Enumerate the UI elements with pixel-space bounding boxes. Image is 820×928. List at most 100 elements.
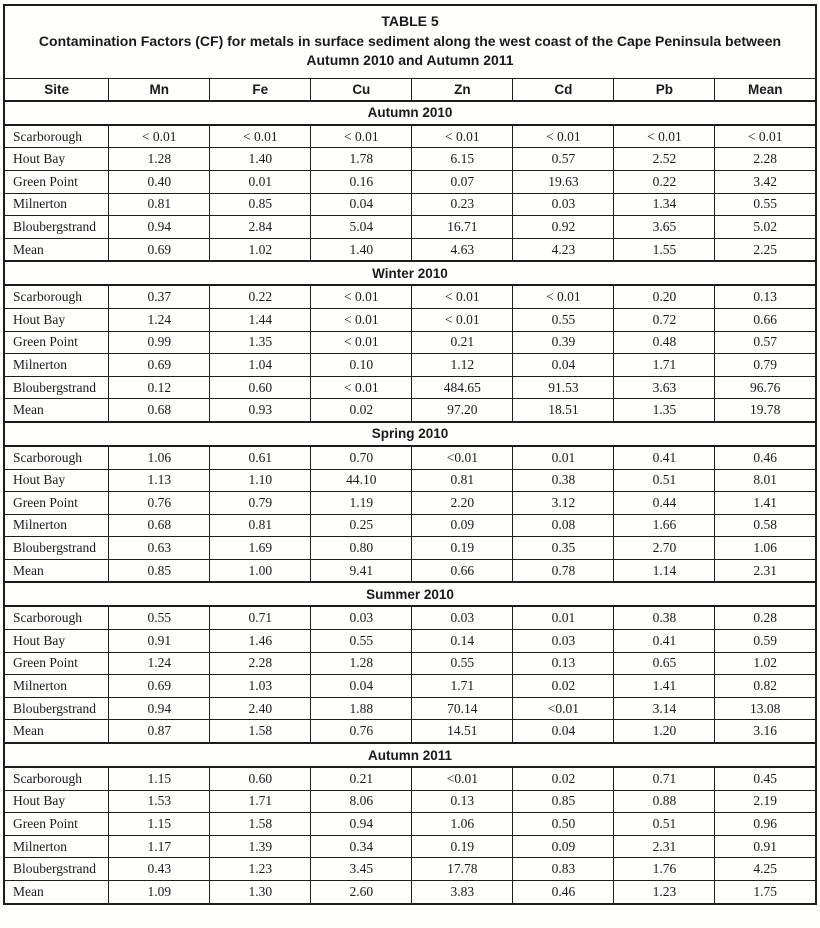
value-cell: 1.30 [209, 879, 312, 905]
value-cell: 1.28 [310, 651, 413, 676]
value-cell: 0.99 [108, 330, 211, 355]
value-cell: 0.50 [512, 812, 615, 836]
value-cell: 0.93 [209, 398, 312, 423]
value-cell: <0.01 [512, 696, 615, 721]
value-cell: 0.41 [613, 445, 716, 470]
site-cell: Hout Bay [3, 789, 110, 814]
column-header-mean: Mean [714, 77, 817, 102]
value-cell: 16.71 [411, 215, 514, 239]
value-cell: 0.55 [714, 192, 817, 217]
value-cell: 0.12 [108, 375, 211, 400]
value-cell: 1.28 [108, 147, 211, 171]
value-cell: 0.22 [209, 284, 312, 309]
value-cell: 18.51 [512, 398, 615, 423]
value-cell: 1.13 [108, 468, 211, 493]
value-cell: 0.35 [512, 536, 615, 560]
value-cell: 4.63 [411, 237, 514, 262]
table-row: Bloubergstrand 0.94 2.40 1.88 70.14 <0.01 3.14… [3, 696, 817, 721]
value-cell: 1.06 [108, 445, 211, 470]
value-cell: 0.60 [209, 375, 312, 400]
value-cell: 0.59 [714, 629, 817, 653]
value-cell: 0.03 [310, 605, 413, 631]
site-cell: Hout Bay [3, 147, 110, 171]
value-cell: 0.45 [714, 766, 817, 791]
value-cell: 8.06 [310, 789, 413, 814]
value-cell: 4.25 [714, 857, 817, 881]
value-cell: 1.02 [714, 651, 817, 676]
value-cell: 2.25 [714, 237, 817, 262]
value-cell: 0.71 [613, 766, 716, 791]
value-cell: 0.19 [411, 536, 514, 560]
value-cell: <0.01 [411, 445, 514, 470]
table-row: Scarborough 0.55 0.71 0.03 0.03 0.01 0.38 0.28 [3, 605, 817, 631]
value-cell: 0.81 [209, 513, 312, 538]
value-cell: 0.63 [108, 536, 211, 560]
value-cell: 0.81 [108, 192, 211, 217]
value-cell: 0.71 [209, 605, 312, 631]
site-cell: Milnerton [3, 192, 110, 217]
value-cell: 3.63 [613, 375, 716, 400]
season-band-row: Autumn 2010 [4, 99, 816, 126]
value-cell: 0.58 [714, 513, 817, 538]
value-cell: 0.38 [613, 605, 716, 631]
value-cell: 1.76 [613, 857, 716, 881]
value-cell: 3.12 [512, 491, 615, 515]
value-cell: 0.57 [714, 330, 817, 355]
site-cell: Bloubergstrand [3, 696, 110, 721]
value-cell: 19.78 [714, 398, 817, 423]
table-row: Scarborough < 0.01 < 0.01 < 0.01 < 0.01 < 0.0… [3, 124, 817, 149]
value-cell: 0.60 [209, 766, 312, 791]
value-cell: 2.31 [613, 834, 716, 859]
table-body: Autumn 2010 Scarborough < 0.01 < 0.01 < 0.01… [3, 99, 817, 905]
site-cell: Hout Bay [3, 629, 110, 653]
value-cell: 3.42 [714, 169, 817, 194]
value-cell: 2.19 [714, 789, 817, 814]
value-cell: 1.58 [209, 812, 312, 836]
value-cell: 1.24 [108, 307, 211, 332]
value-cell: 3.16 [714, 719, 817, 744]
table-row: Green Point 1.15 1.58 0.94 1.06 0.50 0.51 0.96 [3, 812, 817, 836]
table-row: Mean 1.09 1.30 2.60 3.83 0.46 1.23 1.75 [3, 879, 817, 905]
value-cell: 0.69 [108, 674, 211, 698]
value-cell: 1.10 [209, 468, 312, 493]
value-cell: 0.28 [714, 605, 817, 631]
season-band-row: Winter 2010 [4, 260, 816, 287]
site-cell: Mean [3, 237, 110, 262]
site-cell: Milnerton [3, 513, 110, 538]
value-cell: 3.14 [613, 696, 716, 721]
site-cell: Scarborough [3, 124, 110, 149]
site-cell: Scarborough [3, 445, 110, 470]
value-cell: 1.71 [411, 674, 514, 698]
table-row: Milnerton 0.81 0.85 0.04 0.23 0.03 1.34 0.55 [3, 192, 817, 217]
value-cell: 0.38 [512, 468, 615, 493]
value-cell: 1.09 [108, 879, 211, 905]
value-cell: 1.24 [108, 651, 211, 676]
value-cell: 0.21 [310, 766, 413, 791]
table-row: Green Point 0.40 0.01 0.16 0.07 19.63 0.22 3.42 [3, 169, 817, 194]
value-cell: 1.55 [613, 237, 716, 262]
site-cell: Bloubergstrand [3, 536, 110, 560]
value-cell: 0.03 [512, 629, 615, 653]
site-cell: Scarborough [3, 284, 110, 309]
value-cell: 1.71 [613, 353, 716, 377]
value-cell: 0.91 [714, 834, 817, 859]
value-cell: 1.53 [108, 789, 211, 814]
value-cell: 0.20 [613, 284, 716, 309]
value-cell: 96.76 [714, 375, 817, 400]
value-cell: 1.00 [209, 558, 312, 583]
value-cell: 1.40 [310, 237, 413, 262]
value-cell: 1.17 [108, 834, 211, 859]
table-row: Milnerton 0.69 1.04 0.10 1.12 0.04 1.71 0.79 [3, 353, 817, 377]
value-cell: 2.60 [310, 879, 413, 905]
value-cell: 1.23 [613, 879, 716, 905]
value-cell: 0.55 [310, 629, 413, 653]
value-cell: 0.79 [714, 353, 817, 377]
value-cell: 2.40 [209, 696, 312, 721]
value-cell: 0.44 [613, 491, 716, 515]
value-cell: 0.22 [613, 169, 716, 194]
site-cell: Green Point [3, 169, 110, 194]
table-row: Hout Bay 0.91 1.46 0.55 0.14 0.03 0.41 0.59 [3, 629, 817, 653]
table-row: Milnerton 0.69 1.03 0.04 1.71 0.02 1.41 0.82 [3, 674, 817, 698]
site-cell: Green Point [3, 812, 110, 836]
